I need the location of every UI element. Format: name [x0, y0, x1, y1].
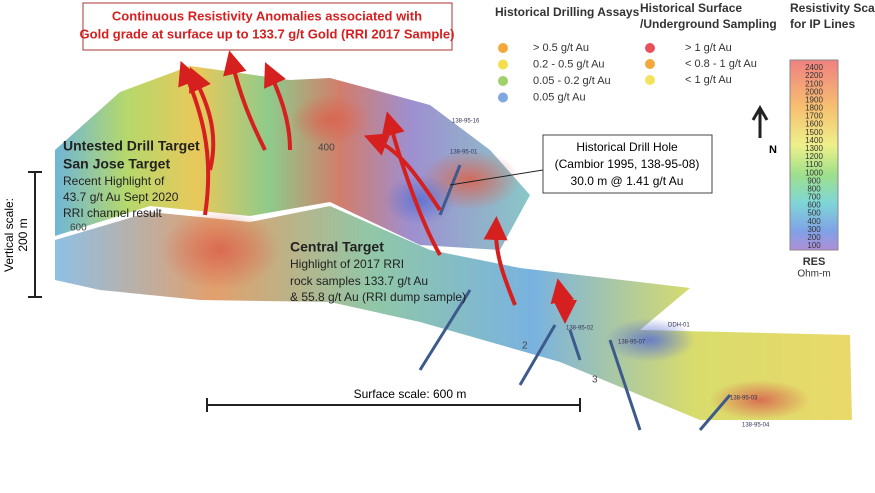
legend-dot [498, 43, 508, 53]
target-heading: San Jose Target [63, 156, 170, 172]
colorbar-tick-label: 500 [807, 209, 821, 218]
anomaly [290, 95, 370, 145]
target-text: rock samples 133.7 g/t Au [290, 274, 428, 288]
legend-dot [645, 43, 655, 53]
colorbar-tick-label: 100 [807, 241, 821, 250]
target-text: 43.7 g/t Au Sept 2020 [63, 190, 179, 204]
callout-leader [449, 169, 544, 186]
drill-label: DDH-01 [668, 323, 690, 329]
contour-label: 3 [592, 375, 598, 386]
colorbar-tick-label: 1800 [805, 104, 823, 113]
colorbar-tick-label: 1900 [805, 95, 823, 104]
contour-label: 400 [318, 143, 335, 154]
callout-box [542, 134, 713, 194]
colorbar-tick-label: 300 [807, 225, 821, 234]
target-text: Recent Highlight of [63, 174, 165, 188]
colorbar-tick-label: 2000 [805, 87, 823, 96]
legend-title: Historical Surface [640, 1, 742, 15]
colorbar-tick-label: 1400 [805, 136, 823, 145]
anomaly [160, 210, 280, 290]
legend-label: 0.2 - 0.5 g/t Au [533, 58, 605, 70]
contour-label: 2 [522, 341, 528, 352]
target-heading: Untested Drill Target [63, 138, 200, 154]
callout-text: 30.0 m @ 1.41 g/t Au [571, 174, 684, 188]
colorbar-tick-label: 1200 [805, 152, 823, 161]
colorbar-tick-label: 1100 [805, 160, 823, 169]
legend-dot [498, 76, 508, 86]
colorbar-tick-label: 800 [807, 184, 821, 193]
drill-label: 138-95-07 [618, 340, 646, 346]
drill-label: 138-95-02 [566, 326, 594, 332]
drill-label: 138-95-01 [450, 150, 478, 156]
drill-holes [418, 164, 732, 431]
colorbar-tick-label: 1300 [805, 144, 823, 153]
colorbar-ticks: 2400220021002000190018001700160015001400… [805, 63, 823, 250]
target-text: & 55.8 g/t Au (RRI dump sample) [290, 290, 466, 304]
drill-label: 138-95-04 [742, 423, 770, 429]
legend: > 1 g/t Au < 0.8 - 1 g/t Au < 1 g/t Au [645, 42, 757, 86]
scale-label: Vertical scale: [2, 198, 16, 272]
anomaly [605, 318, 695, 362]
north-arrow [751, 105, 769, 138]
scale-label: Surface scale: 600 m [354, 387, 467, 401]
legend-label: < 0.8 - 1 g/t Au [685, 58, 757, 70]
vertical-scale-bar [28, 171, 42, 298]
callout-text: Historical Drill Hole [576, 140, 678, 154]
north-label: N [769, 144, 777, 156]
legend-dot [645, 59, 655, 69]
target-heading: Central Target [290, 239, 384, 255]
colorbar-tick-label: 2100 [805, 79, 823, 88]
colorbar-tick-label: 1500 [805, 128, 823, 137]
colorbar [789, 59, 839, 251]
colorbar-tick-label: 2400 [805, 63, 823, 72]
anomaly [385, 175, 455, 225]
colorbar-tick-label: 2200 [805, 71, 823, 80]
scale-title: Resistivity Scale [790, 1, 875, 15]
anomaly-arrows [178, 50, 577, 324]
legend-title: /Underground Sampling [640, 17, 777, 31]
colorbar-tick-label: 200 [807, 233, 821, 242]
legend-label: > 1 g/t Au [685, 42, 732, 54]
legend-label: 0.05 - 0.2 g/t Au [533, 75, 611, 87]
surface-scale-bar [206, 398, 581, 412]
legend-label: < 1 g/t Au [685, 74, 732, 86]
scale-label: 200 m [16, 218, 30, 251]
callout-text: (Cambior 1995, 138-95-08) [555, 157, 700, 171]
legend-dot [498, 59, 508, 70]
drill-label: 138-95-03 [730, 396, 758, 402]
legend: > 0.5 g/t Au 0.2 - 0.5 g/t Au 0.05 - 0.2 g… [498, 42, 611, 103]
legend-title: Historical Drilling Assays [495, 5, 640, 19]
legend-label: 0.05 g/t Au [533, 91, 586, 103]
anomaly [710, 380, 810, 420]
colorbar-tick-label: 1600 [805, 120, 823, 129]
target-text: Highlight of 2017 RRI [290, 257, 404, 271]
colorbar-tick-label: 600 [807, 201, 821, 210]
scale-title: for IP Lines [790, 17, 855, 31]
unit-title: RES [803, 256, 826, 268]
legend-label: > 0.5 g/t Au [533, 42, 589, 54]
title-box [82, 2, 453, 51]
unit: Ohm-m [797, 269, 830, 280]
drill-labels: 138-95-16 138-95-01 138-95-02 138-95-07 … [450, 119, 770, 429]
target-text: RRI channel result [63, 206, 162, 220]
colorbar-tick-label: 1000 [805, 168, 823, 177]
colorbar-tick-label: 700 [807, 193, 821, 202]
legend-dot [645, 75, 655, 85]
title: Continuous Resistivity Anomalies associa… [112, 8, 422, 23]
colorbar-tick-label: 1700 [805, 112, 823, 121]
contour-label: 600 [70, 223, 87, 234]
colorbar-tick-label: 900 [807, 176, 821, 185]
colorbar-tick-label: 400 [807, 217, 821, 226]
legend-dot [498, 92, 508, 103]
contour-labels: 400 600 2 3 [70, 143, 598, 386]
title: Gold grade at surface up to 133.7 g/t Go… [80, 26, 455, 41]
drill-label: 138-95-16 [452, 119, 480, 125]
